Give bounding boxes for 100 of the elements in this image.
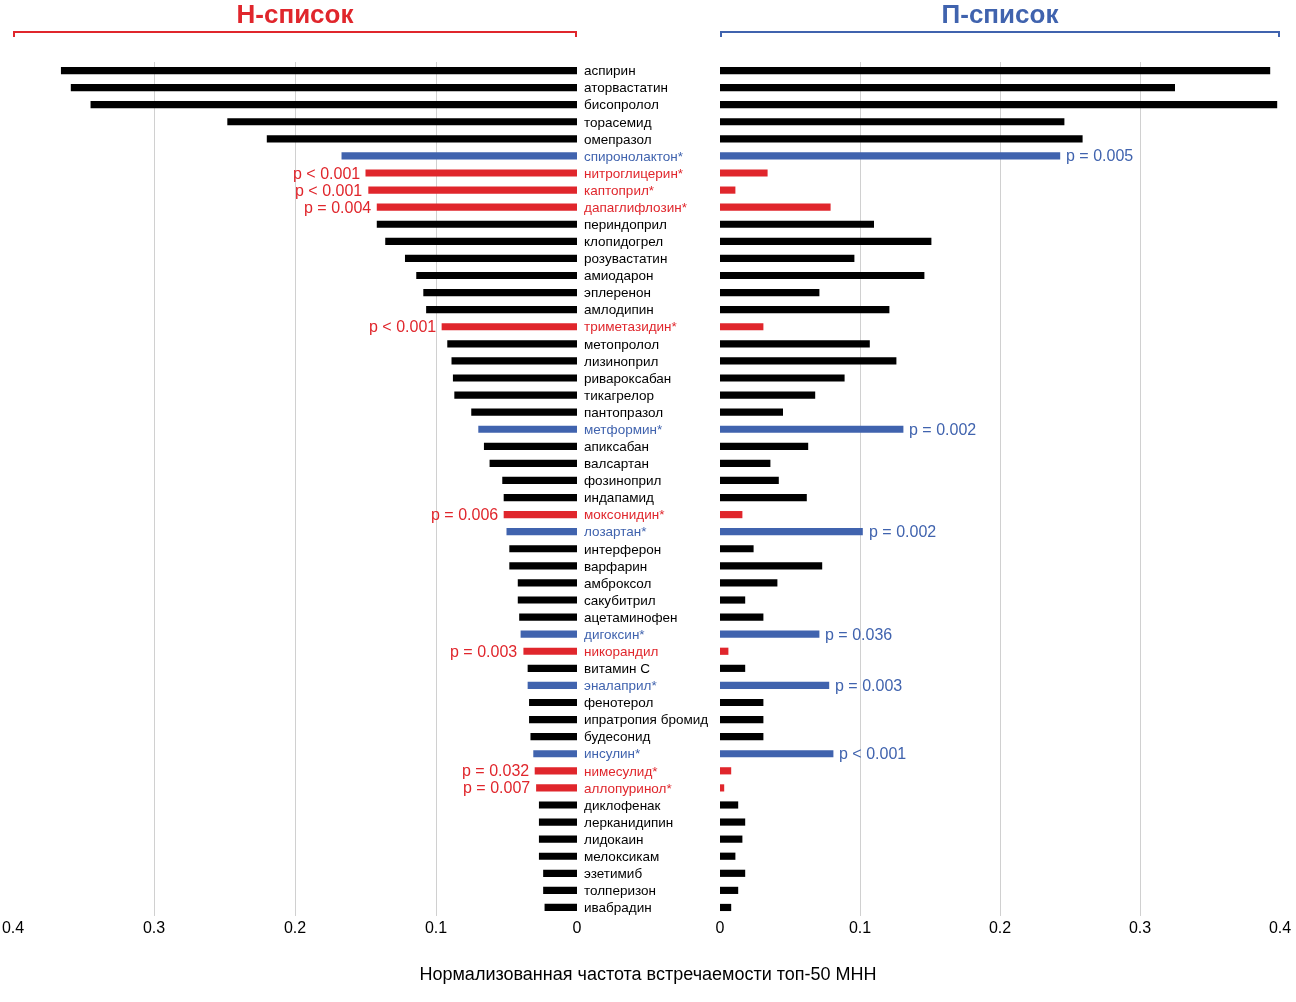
annotation: p = 0.002 (869, 523, 937, 540)
bar (720, 767, 732, 775)
x-tick-label: 0.2 (283, 919, 307, 936)
bar (452, 374, 577, 382)
bar (720, 408, 783, 416)
y-tick-label: лерканидипин (584, 814, 674, 830)
y-tick-label: периндоприл (584, 216, 667, 232)
y-tick-label: валсартан (584, 456, 649, 472)
bar (544, 903, 577, 912)
bar (720, 220, 874, 228)
y-tick-label: спиронолактон* (584, 148, 684, 164)
bar (720, 391, 816, 399)
bar (538, 835, 577, 843)
y-tick-label: дапаглифлозин* (584, 199, 688, 215)
bar (368, 186, 577, 194)
y-tick-label: толперизон (584, 883, 656, 899)
bar (266, 135, 577, 143)
y-tick-label: фенотерол (584, 695, 654, 711)
y-tick-label: омепразол (584, 131, 652, 147)
bar (720, 306, 890, 314)
annotation: p = 0.002 (909, 421, 977, 438)
bar (720, 493, 807, 502)
y-tick-label: триметазидин* (584, 319, 678, 335)
y-tick-label: бисопролол (584, 97, 659, 113)
y-tick-label: апиксабан (584, 439, 650, 455)
bar (720, 186, 736, 194)
bar (385, 237, 577, 245)
x-tick-label: 0 (715, 919, 725, 936)
bar (720, 596, 746, 604)
y-tick-label: лозартан* (584, 524, 648, 540)
annotation: p < 0.001 (369, 318, 437, 335)
bar (404, 254, 577, 263)
bar (483, 442, 577, 450)
annotation: p = 0.005 (1066, 147, 1134, 164)
bar (720, 271, 925, 280)
annotation: p = 0.004 (304, 199, 372, 216)
bar (720, 579, 778, 587)
bar (70, 84, 577, 92)
bar (534, 767, 577, 775)
bar (720, 169, 768, 177)
bar (720, 340, 870, 348)
x-tick-label: 0.1 (848, 919, 872, 936)
x-tick-label: 0.3 (1128, 919, 1152, 936)
bar (720, 681, 830, 690)
bar (720, 323, 764, 331)
y-tick-label: амброксол (584, 575, 652, 591)
bar (529, 698, 577, 707)
bar (376, 203, 577, 211)
y-tick-label: интерферон (584, 541, 662, 557)
x-tick-label: 0.4 (1268, 919, 1292, 936)
y-tick-label: нитроглицерин* (584, 165, 684, 181)
annotation: p = 0.003 (835, 677, 903, 694)
y-tick-label: витамин С (584, 661, 651, 677)
x-axis-title: Нормализованная частота встречаемости топ-50 МНН (418, 964, 878, 985)
annotation: p = 0.032 (462, 762, 530, 779)
y-tick-label: эплеренон (584, 285, 652, 301)
bar (720, 237, 932, 245)
y-tick-label: фозиноприл (584, 473, 662, 489)
bar (536, 784, 577, 792)
bar (720, 801, 739, 809)
x-tick-label: 0.1 (424, 919, 448, 936)
bar (90, 101, 577, 109)
bar (720, 135, 1083, 143)
bar (441, 323, 577, 331)
bar (720, 288, 820, 297)
y-tick-label: пантопразол (584, 404, 664, 420)
y-tick-label: будесонид (584, 729, 651, 745)
bar (426, 306, 577, 314)
y-tick-label: метформин* (584, 421, 663, 437)
bar (720, 647, 729, 655)
chart-title: П-список (941, 0, 1060, 29)
bar (720, 66, 1271, 75)
y-tick-label: никорандил (584, 643, 659, 659)
bar (720, 511, 743, 519)
bar (416, 271, 577, 280)
bar (720, 425, 904, 433)
y-tick-label: лидокаин (584, 831, 644, 847)
bar (423, 288, 577, 297)
annotation: p = 0.036 (825, 626, 893, 643)
x-tick-label: 0.4 (1, 919, 25, 936)
bar (720, 254, 855, 263)
bar (517, 579, 577, 587)
bar (529, 715, 577, 724)
y-tick-label: амлодипин (584, 302, 654, 318)
bar (538, 801, 577, 809)
bar (530, 733, 577, 741)
bar (720, 374, 845, 382)
y-tick-label: эзетимиб (584, 866, 643, 882)
y-tick-label: аспирин (584, 63, 636, 79)
y-tick-label: инсулин* (584, 746, 642, 762)
bar (720, 101, 1278, 109)
bar (519, 613, 577, 621)
y-tick-label: лизиноприл (584, 353, 659, 369)
bar (454, 391, 577, 399)
y-tick-label: ивабрадин (584, 900, 652, 916)
bar (489, 459, 577, 467)
bar (720, 442, 809, 450)
bar (509, 545, 577, 553)
bar (520, 630, 577, 638)
bar (227, 118, 577, 126)
